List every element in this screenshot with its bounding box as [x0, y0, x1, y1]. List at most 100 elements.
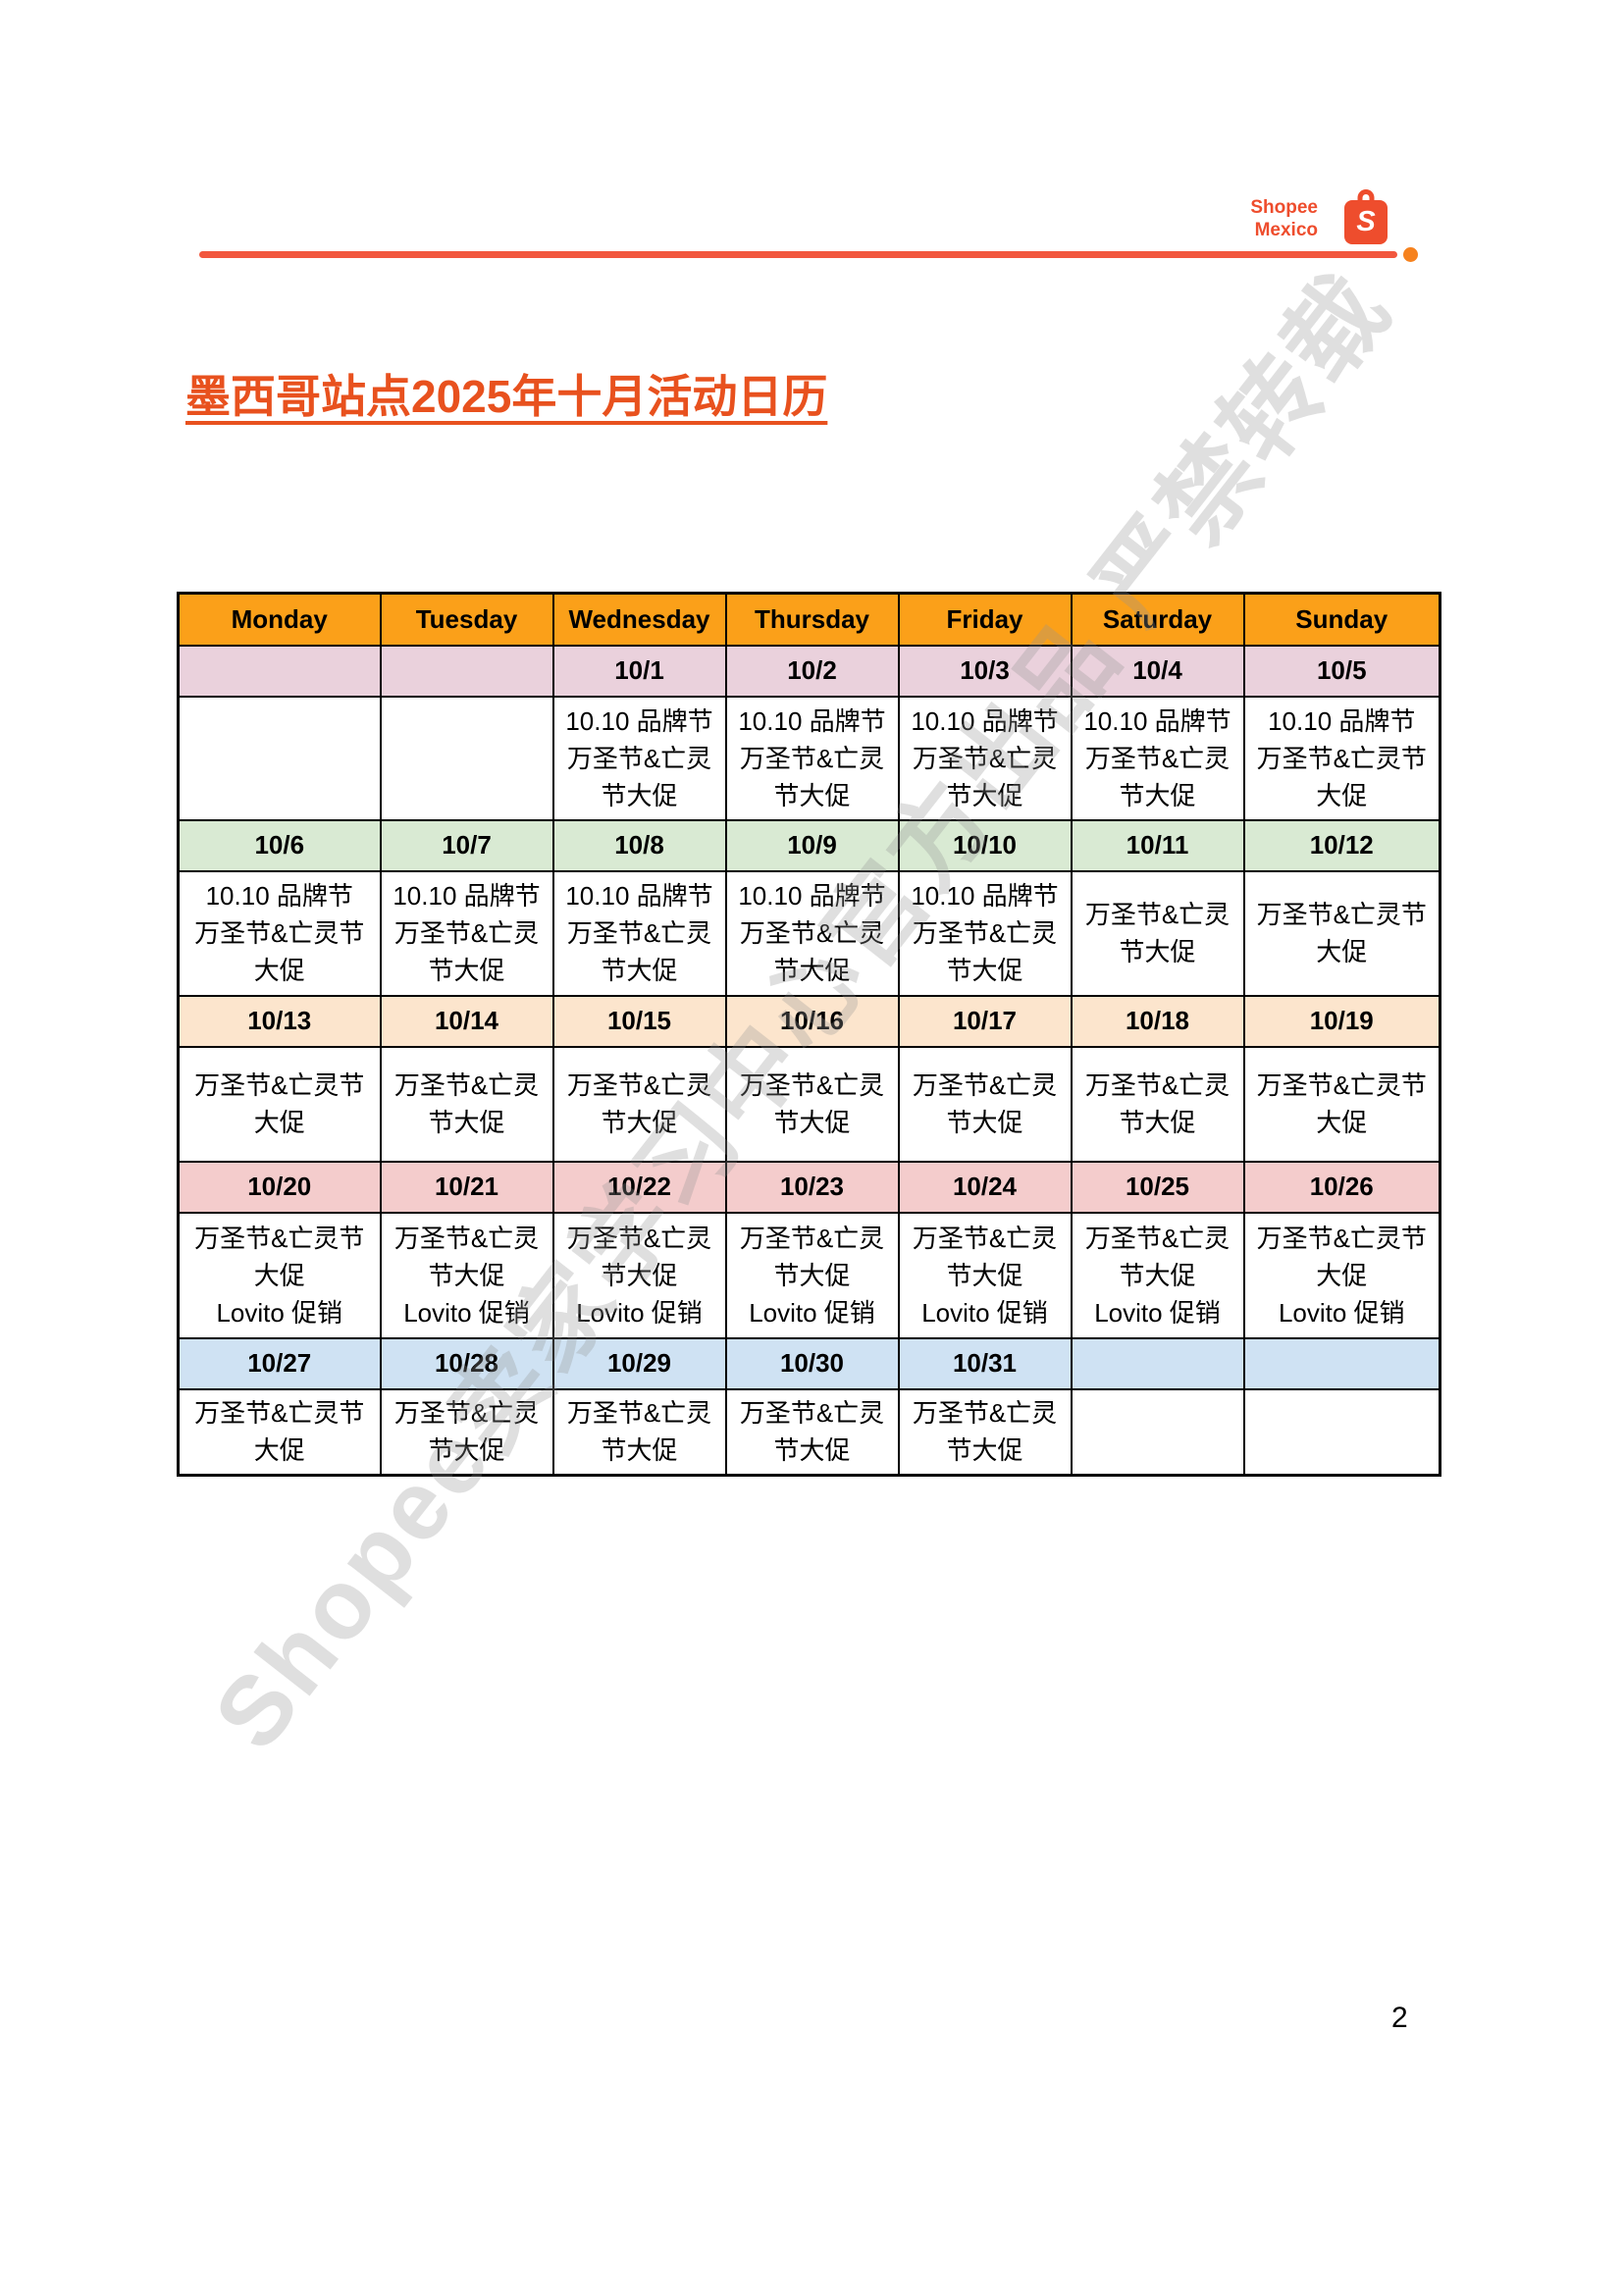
brand-name-line2: Mexico — [1254, 220, 1318, 241]
calendar-table: Monday Tuesday Wednesday Thursday Friday… — [177, 592, 1441, 1477]
day-header-row: Monday Tuesday Wednesday Thursday Friday… — [177, 592, 1441, 647]
event-cell: 万圣节&亡灵 节大促 — [379, 1045, 554, 1163]
week4-event-row: 万圣节&亡灵节 大促 Lovito 促销 万圣节&亡灵 节大促 Lovito 促… — [177, 1211, 1441, 1339]
date-cell: 10/8 — [551, 818, 727, 872]
date-cell: 10/16 — [724, 994, 900, 1048]
date-cell: 10/19 — [1242, 994, 1441, 1048]
event-cell: 万圣节&亡灵节 大促 — [1242, 869, 1441, 997]
event-cell: 万圣节&亡灵 节大促 Lovito 促销 — [724, 1211, 900, 1339]
day-header-thursday: Thursday — [724, 592, 900, 647]
week3-date-row: 10/13 10/14 10/15 10/16 10/17 10/18 10/1… — [177, 994, 1441, 1048]
week2-date-row: 10/6 10/7 10/8 10/9 10/10 10/11 10/12 — [177, 818, 1441, 872]
week1-event-row: 10.10 品牌节 万圣节&亡灵 节大促 10.10 品牌节 万圣节&亡灵 节大… — [177, 695, 1441, 821]
event-cell: 10.10 品牌节 万圣节&亡灵节 大促 — [177, 869, 382, 997]
date-cell: 10/2 — [724, 644, 900, 698]
bag-handle-icon — [1357, 189, 1375, 200]
shopee-bag-icon: S — [1344, 189, 1388, 244]
date-cell: 10/22 — [551, 1160, 727, 1214]
event-cell — [177, 695, 382, 821]
event-cell: 万圣节&亡灵节 大促 Lovito 促销 — [1242, 1211, 1441, 1339]
event-cell: 10.10 品牌节 万圣节&亡灵 节大促 — [551, 869, 727, 997]
date-cell: 10/26 — [1242, 1160, 1441, 1214]
date-cell: 10/3 — [897, 644, 1073, 698]
date-cell: 10/24 — [897, 1160, 1073, 1214]
brand-wordmark: Shopee Mexico — [1250, 196, 1318, 241]
event-cell: 万圣节&亡灵 节大促 — [1070, 1045, 1245, 1163]
event-cell: 10.10 品牌节 万圣节&亡灵 节大促 — [551, 695, 727, 821]
event-cell: 万圣节&亡灵节 大促 — [177, 1045, 382, 1163]
date-cell — [1242, 1336, 1441, 1390]
event-cell: 万圣节&亡灵 节大促 — [724, 1045, 900, 1163]
event-cell: 万圣节&亡灵 节大促 — [897, 1387, 1073, 1477]
event-cell: 万圣节&亡灵 节大促 — [724, 1387, 900, 1477]
page-title: 墨西哥站点2025年十月活动日历 — [185, 371, 828, 422]
date-cell: 10/29 — [551, 1336, 727, 1390]
date-cell: 10/15 — [551, 994, 727, 1048]
date-cell: 10/9 — [724, 818, 900, 872]
week4-date-row: 10/20 10/21 10/22 10/23 10/24 10/25 10/2… — [177, 1160, 1441, 1214]
date-cell — [177, 644, 382, 698]
week5-event-row: 万圣节&亡灵节 大促 万圣节&亡灵 节大促 万圣节&亡灵 节大促 万圣节&亡灵 … — [177, 1387, 1441, 1477]
date-cell: 10/25 — [1070, 1160, 1245, 1214]
event-cell: 10.10 品牌节 万圣节&亡灵 节大促 — [724, 695, 900, 821]
date-cell: 10/27 — [177, 1336, 382, 1390]
date-cell: 10/5 — [1242, 644, 1441, 698]
event-cell: 10.10 品牌节 万圣节&亡灵 节大促 — [897, 695, 1073, 821]
event-cell — [1070, 1387, 1245, 1477]
day-header-monday: Monday — [177, 592, 382, 647]
date-cell: 10/10 — [897, 818, 1073, 872]
day-header-tuesday: Tuesday — [379, 592, 554, 647]
date-cell: 10/21 — [379, 1160, 554, 1214]
date-cell: 10/7 — [379, 818, 554, 872]
date-cell: 10/23 — [724, 1160, 900, 1214]
date-cell: 10/6 — [177, 818, 382, 872]
event-cell: 万圣节&亡灵 节大促 — [897, 1045, 1073, 1163]
event-cell: 万圣节&亡灵 节大促 — [551, 1045, 727, 1163]
date-cell: 10/13 — [177, 994, 382, 1048]
day-header-saturday: Saturday — [1070, 592, 1245, 647]
date-cell: 10/31 — [897, 1336, 1073, 1390]
event-cell: 10.10 品牌节 万圣节&亡灵 节大促 — [724, 869, 900, 997]
event-cell: 万圣节&亡灵 节大促 Lovito 促销 — [379, 1211, 554, 1339]
week2-event-row: 10.10 品牌节 万圣节&亡灵节 大促 10.10 品牌节 万圣节&亡灵 节大… — [177, 869, 1441, 997]
date-cell: 10/18 — [1070, 994, 1245, 1048]
event-cell: 10.10 品牌节 万圣节&亡灵 节大促 — [379, 869, 554, 997]
event-cell: 万圣节&亡灵节 大促 Lovito 促销 — [177, 1211, 382, 1339]
week1-date-row: 10/1 10/2 10/3 10/4 10/5 — [177, 644, 1441, 698]
event-cell: 万圣节&亡灵 节大促 Lovito 促销 — [897, 1211, 1073, 1339]
day-header-wednesday: Wednesday — [551, 592, 727, 647]
date-cell: 10/30 — [724, 1336, 900, 1390]
date-cell: 10/1 — [551, 644, 727, 698]
header-divider-line — [199, 251, 1397, 258]
event-cell: 万圣节&亡灵 节大促 — [1070, 869, 1245, 997]
header-divider-dot — [1403, 247, 1418, 262]
day-header-friday: Friday — [897, 592, 1073, 647]
week5-date-row: 10/27 10/28 10/29 10/30 10/31 — [177, 1336, 1441, 1390]
event-cell: 万圣节&亡灵 节大促 — [551, 1387, 727, 1477]
date-cell: 10/12 — [1242, 818, 1441, 872]
date-cell — [1070, 1336, 1245, 1390]
bag-letter: S — [1356, 206, 1376, 237]
page-number: 2 — [1391, 2002, 1408, 2034]
event-cell: 10.10 品牌节 万圣节&亡灵 节大促 — [1070, 695, 1245, 821]
event-cell — [1242, 1387, 1441, 1477]
date-cell — [379, 644, 554, 698]
event-cell: 10.10 品牌节 万圣节&亡灵节 大促 — [1242, 695, 1441, 821]
event-cell: 万圣节&亡灵节 大促 — [177, 1387, 382, 1477]
date-cell: 10/28 — [379, 1336, 554, 1390]
event-cell: 万圣节&亡灵节 大促 — [1242, 1045, 1441, 1163]
brand-name-line1: Shopee — [1250, 197, 1318, 218]
event-cell: 万圣节&亡灵 节大促 Lovito 促销 — [1070, 1211, 1245, 1339]
event-cell: 万圣节&亡灵 节大促 Lovito 促销 — [551, 1211, 727, 1339]
week3-event-row: 万圣节&亡灵节 大促 万圣节&亡灵 节大促 万圣节&亡灵 节大促 万圣节&亡灵 … — [177, 1045, 1441, 1163]
date-cell: 10/20 — [177, 1160, 382, 1214]
event-cell: 10.10 品牌节 万圣节&亡灵 节大促 — [897, 869, 1073, 997]
date-cell: 10/4 — [1070, 644, 1245, 698]
date-cell: 10/17 — [897, 994, 1073, 1048]
day-header-sunday: Sunday — [1242, 592, 1441, 647]
date-cell: 10/11 — [1070, 818, 1245, 872]
event-cell: 万圣节&亡灵 节大促 — [379, 1387, 554, 1477]
date-cell: 10/14 — [379, 994, 554, 1048]
event-cell — [379, 695, 554, 821]
